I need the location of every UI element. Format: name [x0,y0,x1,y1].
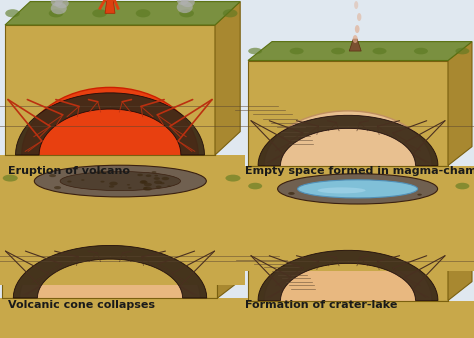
Ellipse shape [167,185,171,187]
Polygon shape [258,115,438,166]
Ellipse shape [51,0,63,6]
Polygon shape [105,0,115,13]
Ellipse shape [51,2,67,14]
Text: Eruption of volcano: Eruption of volcano [8,166,130,176]
Polygon shape [243,166,474,270]
Ellipse shape [5,9,20,17]
Ellipse shape [137,174,143,176]
Ellipse shape [140,180,148,184]
Polygon shape [0,298,248,338]
Polygon shape [349,39,361,51]
Ellipse shape [55,0,69,8]
Ellipse shape [373,48,386,54]
Polygon shape [218,168,243,298]
Ellipse shape [226,175,240,182]
Ellipse shape [154,180,162,184]
Ellipse shape [181,0,195,7]
Ellipse shape [177,1,193,13]
Text: Formation of crater-lake: Formation of crater-lake [245,300,397,310]
Polygon shape [248,195,448,300]
Ellipse shape [264,246,432,338]
Ellipse shape [100,181,105,183]
Ellipse shape [20,241,201,338]
Polygon shape [5,2,240,25]
Ellipse shape [152,171,156,173]
Polygon shape [448,42,472,166]
Ellipse shape [357,13,361,21]
Ellipse shape [49,9,64,17]
Polygon shape [5,25,215,155]
Ellipse shape [154,177,160,180]
Ellipse shape [290,183,304,189]
Ellipse shape [140,180,146,183]
Polygon shape [2,168,243,188]
Ellipse shape [155,175,158,176]
Polygon shape [215,2,240,155]
Ellipse shape [331,183,345,189]
Ellipse shape [318,187,365,193]
Ellipse shape [264,111,432,220]
Ellipse shape [181,175,196,182]
Ellipse shape [34,165,206,197]
Ellipse shape [355,25,360,33]
Polygon shape [243,300,474,338]
Ellipse shape [160,182,164,184]
Ellipse shape [54,186,61,189]
Ellipse shape [109,182,118,186]
Ellipse shape [109,185,114,188]
Ellipse shape [354,1,358,9]
Ellipse shape [22,88,198,223]
Polygon shape [248,61,448,166]
Ellipse shape [414,183,428,189]
Ellipse shape [156,186,162,188]
Polygon shape [248,42,472,61]
Polygon shape [2,188,218,298]
Ellipse shape [162,177,169,180]
Ellipse shape [414,48,428,54]
Ellipse shape [143,187,152,191]
Ellipse shape [278,174,438,204]
Polygon shape [0,155,245,285]
Ellipse shape [144,183,152,187]
Ellipse shape [128,187,132,189]
Ellipse shape [81,179,84,181]
Ellipse shape [288,192,295,195]
Ellipse shape [127,184,130,186]
Ellipse shape [49,174,56,177]
Ellipse shape [456,183,469,189]
Ellipse shape [146,174,151,177]
Ellipse shape [290,48,304,54]
Ellipse shape [373,183,386,189]
Ellipse shape [248,183,262,189]
Ellipse shape [298,180,418,198]
Ellipse shape [417,194,422,196]
Ellipse shape [179,9,194,17]
Ellipse shape [456,48,469,54]
Ellipse shape [248,48,262,54]
Ellipse shape [67,180,72,183]
Ellipse shape [60,172,181,191]
Ellipse shape [92,9,107,17]
Ellipse shape [137,175,151,182]
Ellipse shape [47,175,62,182]
Ellipse shape [96,170,104,174]
Polygon shape [258,250,438,300]
Ellipse shape [3,175,18,182]
Polygon shape [448,176,472,300]
Text: Volcanic cone collapses: Volcanic cone collapses [8,300,155,310]
Ellipse shape [136,9,150,17]
Text: Empty space formed in magma-chamber: Empty space formed in magma-chamber [245,166,474,176]
Polygon shape [16,93,204,155]
Ellipse shape [353,35,358,43]
Polygon shape [13,245,207,298]
Ellipse shape [143,187,147,189]
Ellipse shape [92,175,107,182]
Ellipse shape [177,0,189,5]
Ellipse shape [223,9,237,17]
Ellipse shape [331,48,345,54]
Polygon shape [248,176,472,195]
